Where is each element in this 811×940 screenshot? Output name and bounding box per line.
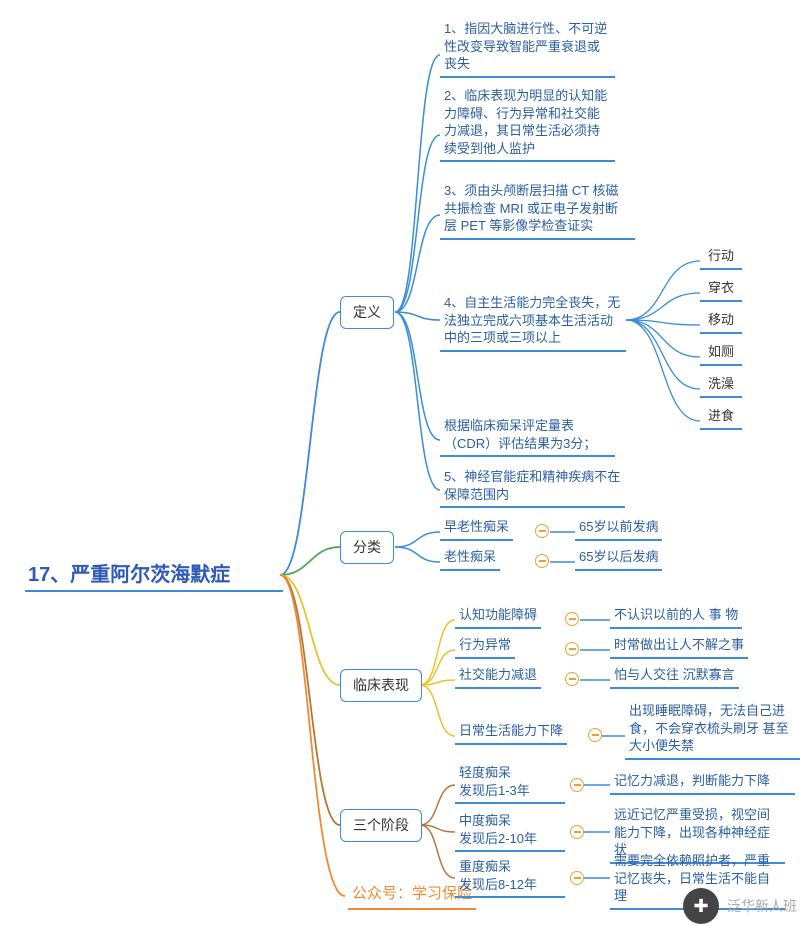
stage-type-2: 重度痴呆 发现后8-12年 xyxy=(455,856,565,898)
cat-stages[interactable]: 三个阶段 xyxy=(340,809,422,842)
clin-note-2: 怕与人交往 沉默寡言 xyxy=(610,664,739,689)
collapse-btn-clin-1[interactable] xyxy=(565,642,579,656)
watermark-icon: ✚ xyxy=(683,888,719,924)
cat-classification[interactable]: 分类 xyxy=(340,531,394,564)
watermark: ✚ 泛华新人班 xyxy=(683,888,797,924)
collapse-btn-cls-1[interactable] xyxy=(535,554,549,568)
cls-type-0: 早老性痴呆 xyxy=(440,516,513,541)
clin-note-3: 出现睡眠障碍，无法自己进食，不会穿衣梳头刷牙 甚至大小便失禁 xyxy=(625,700,800,760)
collapse-btn-clin-0[interactable] xyxy=(565,612,579,626)
adl-0: 行动 xyxy=(700,246,742,270)
def-item-5: 根据临床痴呆评定量表（CDR）评估结果为3分； xyxy=(440,415,615,457)
clin-note-1: 时常做出让人不解之事 xyxy=(610,634,748,659)
collapse-btn-stage-1[interactable] xyxy=(570,825,584,839)
collapse-btn-cls-0[interactable] xyxy=(535,524,549,538)
adl-5: 进食 xyxy=(700,406,742,430)
watermark-text: 泛华新人班 xyxy=(727,896,797,916)
def-item-4: 4、自主生活能力完全丧失，无法独立完成六项基本生活活动中的三项或三项以上 xyxy=(440,292,626,352)
stage-type-1: 中度痴呆 发现后2-10年 xyxy=(455,810,565,852)
stage-type-0: 轻度痴呆 发现后1-3年 xyxy=(455,762,565,804)
cat-definition[interactable]: 定义 xyxy=(340,296,394,329)
cls-type-1: 老性痴呆 xyxy=(440,546,500,571)
collapse-btn-clin-2[interactable] xyxy=(565,672,579,686)
def-item-6: 5、神经官能症和精神疾病不在保障范围内 xyxy=(440,466,625,508)
collapse-btn-clin-3[interactable] xyxy=(588,728,602,742)
mindmap-canvas: 17、严重阿尔茨海默症 定义 分类 临床表现 三个阶段 公众号：学习保险 1、指… xyxy=(0,0,811,940)
def-item-1: 1、指因大脑进行性、不可逆性改变导致智能严重衰退或丧失 xyxy=(440,18,615,78)
connector-lines xyxy=(0,0,811,940)
collapse-btn-stage-0[interactable] xyxy=(570,778,584,792)
adl-2: 移动 xyxy=(700,310,742,334)
adl-4: 洗澡 xyxy=(700,374,742,398)
def-item-2: 2、临床表现为明显的认知能力障碍、行为异常和社交能力减退，其日常生活必须持续受到… xyxy=(440,85,615,162)
clin-type-3: 日常生活能力下降 xyxy=(455,720,567,745)
clin-note-0: 不认识以前的人 事 物 xyxy=(610,604,742,629)
def-item-3: 3、须由头颅断层扫描 CT 核磁共振检查 MRI 或正电子发射断层 PET 等影… xyxy=(440,180,635,240)
cls-note-0: 65岁以前发病 xyxy=(575,516,662,541)
cat-clinical[interactable]: 临床表现 xyxy=(340,669,422,702)
adl-3: 如厕 xyxy=(700,342,742,366)
root-node: 17、严重阿尔茨海默症 xyxy=(28,562,288,589)
cls-note-1: 65岁以后发病 xyxy=(575,546,662,571)
collapse-btn-stage-2[interactable] xyxy=(570,871,584,885)
root-underline xyxy=(25,590,283,592)
stage-note-0: 记忆力减退，判断能力下降 xyxy=(610,770,795,795)
adl-1: 穿衣 xyxy=(700,278,742,302)
clin-type-1: 行为异常 xyxy=(455,634,515,659)
clin-type-2: 社交能力减退 xyxy=(455,664,541,689)
clin-type-0: 认知功能障碍 xyxy=(455,604,541,629)
